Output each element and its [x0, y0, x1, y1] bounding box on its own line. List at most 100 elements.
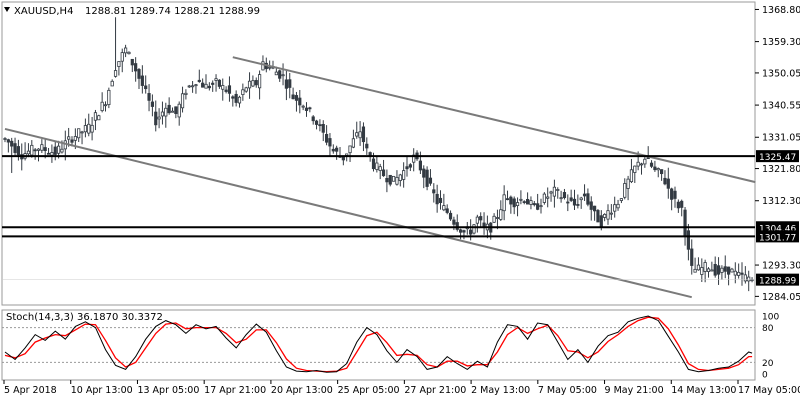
candle: [157, 108, 161, 129]
price-tick-label: 1359.30: [762, 37, 800, 48]
candle-body: [572, 198, 577, 206]
candle: [700, 258, 704, 283]
candle: [405, 156, 409, 177]
candle-body: [30, 144, 34, 156]
candle: [288, 72, 292, 99]
candle: [147, 84, 151, 112]
triangle-down-icon[interactable]: [4, 7, 10, 12]
candle: [53, 141, 57, 161]
candle: [130, 58, 134, 73]
candle-body: [660, 169, 664, 175]
candle-body: [6, 139, 10, 143]
candle: [291, 87, 295, 100]
candle: [690, 239, 694, 275]
candle-body: [207, 85, 211, 89]
candle-body: [569, 197, 573, 201]
candle-body: [710, 269, 714, 272]
candle-body: [596, 210, 600, 223]
current-price-tag: [756, 273, 799, 286]
candle-body: [167, 104, 171, 114]
candle-body: [509, 196, 513, 205]
candle: [629, 158, 634, 184]
candle-body: [174, 106, 178, 114]
candle: [355, 121, 359, 139]
candle-body: [686, 230, 691, 250]
candle: [365, 137, 369, 155]
candle: [495, 209, 500, 230]
candle: [381, 159, 386, 177]
candle: [649, 160, 654, 169]
candle: [529, 196, 533, 210]
candle-body: [626, 178, 630, 189]
candle-body: [150, 101, 154, 107]
candle-body: [737, 271, 741, 276]
candle-body: [633, 165, 637, 173]
candle: [593, 205, 597, 221]
candle: [706, 267, 711, 278]
candle-body: [529, 200, 533, 205]
candle-body: [304, 107, 309, 111]
candle: [536, 193, 540, 211]
candle-body: [663, 177, 667, 185]
main-panel-frame: [1, 1, 756, 306]
candle-body: [140, 75, 144, 86]
candle: [428, 169, 433, 186]
candle: [613, 196, 617, 218]
candle: [237, 95, 242, 108]
candle: [737, 263, 741, 279]
candle: [616, 199, 620, 211]
candle: [398, 173, 402, 187]
candle-body: [676, 201, 680, 209]
candle: [3, 137, 7, 143]
candle-body: [197, 79, 201, 82]
candle-body: [683, 209, 687, 236]
candle-body: [422, 168, 426, 178]
level-price-label: 1301.77: [759, 233, 796, 243]
candle-body: [144, 85, 148, 90]
candle: [294, 91, 299, 112]
candle-body: [452, 219, 456, 225]
candle-body: [157, 116, 161, 120]
candle-body: [100, 101, 104, 112]
time-tick-label: 14 May 13:00: [671, 385, 736, 396]
candle: [103, 101, 108, 112]
ohlc-label: 1288.81 1289.74 1288.21 1288.99: [85, 6, 260, 17]
candle-body: [546, 196, 550, 199]
candle-body: [50, 152, 54, 156]
candle: [324, 125, 329, 146]
candle: [472, 223, 476, 235]
candle-body: [187, 85, 191, 88]
candle-body: [381, 169, 386, 177]
candle-body: [539, 205, 543, 208]
candle: [107, 87, 111, 109]
candle: [455, 214, 459, 232]
channel-trend-line[interactable]: [232, 56, 756, 184]
candle: [308, 106, 312, 113]
stochastic-axis-label: 20: [762, 359, 774, 369]
candle: [603, 213, 607, 222]
candle: [680, 199, 684, 217]
candle: [606, 204, 610, 225]
candle: [120, 48, 124, 73]
candle: [184, 89, 188, 100]
candle-body: [609, 212, 613, 215]
candle: [254, 77, 258, 88]
candle-body: [60, 148, 64, 153]
candle: [378, 163, 382, 180]
candle-body: [244, 87, 248, 92]
candle: [458, 228, 463, 240]
candle: [197, 69, 201, 83]
candle-body: [201, 82, 205, 88]
stochastic-label: Stoch(14,3,3) 36.1870 30.3372: [6, 312, 163, 323]
candle-body: [335, 147, 339, 152]
candle-body: [629, 169, 634, 183]
candle-body: [170, 110, 175, 113]
candle-body: [408, 164, 412, 168]
candle: [257, 70, 262, 100]
candle: [90, 116, 94, 141]
candle-body: [180, 93, 185, 109]
candle-body: [67, 136, 71, 140]
candle: [609, 204, 613, 220]
